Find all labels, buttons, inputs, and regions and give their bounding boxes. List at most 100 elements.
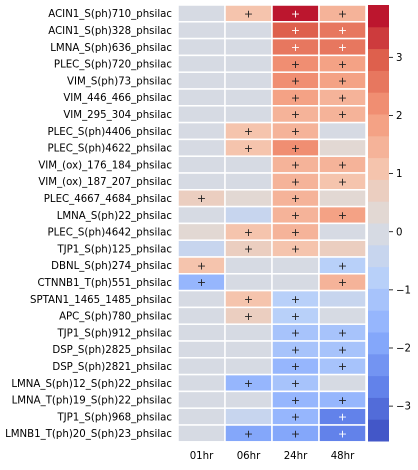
- heatmap-cell: [318, 222, 367, 241]
- colorbar-segment: [368, 397, 389, 420]
- cell-annotation: +: [291, 108, 300, 121]
- cell-annotation: +: [338, 411, 347, 424]
- y-tick-label: LMNA_S(ph)12_S(ph)22_phsilac: [11, 379, 172, 390]
- colorbar-tick-label: 1: [396, 169, 402, 180]
- cell-annotation: +: [291, 243, 300, 256]
- x-tick-label: 01hr: [190, 451, 214, 462]
- heatmap-cell: [271, 273, 320, 292]
- heatmap-cell: [177, 205, 226, 225]
- heatmap-cell: [177, 54, 226, 73]
- colorbar-segment: [368, 157, 389, 180]
- cell-annotation: +: [197, 259, 206, 272]
- cell-annotation: +: [291, 192, 300, 205]
- cell-annotation: +: [291, 7, 300, 20]
- y-tick-label: VIM_446_466_phsilac: [63, 93, 172, 104]
- y-tick-label: APC_S(ph)780_phsilac: [59, 312, 172, 323]
- colorbar-segment: [368, 26, 389, 50]
- heatmap-cell: [318, 373, 367, 393]
- cell-annotation: +: [338, 394, 347, 407]
- colorbar-segment: [368, 135, 389, 159]
- heatmap-cell: [224, 37, 273, 57]
- heatmap-cell: [177, 37, 226, 57]
- heatmap-cell: [318, 306, 367, 325]
- cell-annotation: +: [338, 58, 347, 71]
- heatmap-cell: [177, 105, 226, 124]
- y-tick-label: LMNA_S(ph)636_phsilac: [50, 43, 172, 54]
- cell-annotation: +: [291, 427, 300, 440]
- heatmap-cell: [177, 407, 226, 426]
- y-tick-label: PLEC_S(ph)4642_phsilac: [47, 228, 172, 239]
- cell-annotation: +: [338, 209, 347, 222]
- cell-annotation: +: [291, 142, 300, 155]
- y-tick-label: ACIN1_S(ph)328_phsilac: [48, 26, 172, 37]
- heatmap-cell: [177, 88, 226, 107]
- heatmap-cell: [224, 54, 273, 73]
- cell-annotation: +: [338, 175, 347, 188]
- y-tick-label: PLEC_S(ph)720_phsilac: [54, 60, 172, 71]
- x-tick-label: 06hr: [237, 451, 261, 462]
- heatmap-cell: [177, 340, 226, 359]
- y-tick-label: TJP1_S(ph)125_phsilac: [56, 244, 172, 255]
- x-tick-label: 48hr: [331, 451, 355, 462]
- colorbar-segment: [368, 266, 389, 289]
- colorbar-tick-label: −2: [396, 344, 411, 355]
- cell-annotation: +: [291, 343, 300, 356]
- heatmap-cell: [318, 189, 367, 208]
- cell-annotation: +: [338, 41, 347, 54]
- cell-annotation: +: [291, 293, 300, 306]
- heatmap-cell: [224, 155, 273, 174]
- cell-annotation: +: [338, 259, 347, 272]
- heatmap-cell: [224, 357, 273, 376]
- colorbar-segment: [368, 179, 389, 202]
- y-tick-label: LMNA_T(ph)19_S(ph)22_phsilac: [12, 396, 172, 407]
- heatmap-cell: [224, 21, 273, 40]
- cell-annotation: +: [338, 7, 347, 20]
- cell-annotation: +: [291, 209, 300, 222]
- heatmap-cell: [177, 138, 226, 157]
- cell-annotation: +: [291, 327, 300, 340]
- heatmap-cell: [224, 88, 273, 107]
- colorbar-segment: [368, 310, 389, 333]
- cell-annotation: +: [291, 75, 300, 88]
- heatmap-cells: + + + + + + + + + + + + + + + + + + + + + + + + + + + + + + + + + + + + + + + +…: [177, 4, 367, 443]
- y-tick-label: ACIN1_S(ph)710_phsilac: [48, 9, 172, 20]
- heatmap-cell: [224, 189, 273, 208]
- y-tick-label: PLEC_S(ph)4406_phsilac: [47, 127, 172, 138]
- heatmap-cell: [224, 407, 273, 426]
- heatmap-cell: [318, 121, 367, 141]
- cell-annotation: +: [338, 276, 347, 289]
- cell-annotation: +: [197, 192, 206, 205]
- heatmap-cell: [177, 155, 226, 174]
- cell-annotation: +: [244, 243, 253, 256]
- heatmap-cell: [224, 323, 273, 342]
- y-tick-label: VIM_S(ph)73_phsilac: [67, 76, 172, 87]
- heatmap-cell: [177, 289, 226, 309]
- cell-annotation: +: [338, 159, 347, 172]
- heatmap-cell: [177, 21, 226, 40]
- heatmap-cell: [177, 222, 226, 241]
- heatmap-cell: [177, 121, 226, 141]
- colorbar: −3 −2 −1 0 1 2 3: [368, 5, 411, 442]
- heatmap-cell: [177, 424, 226, 443]
- colorbar-segment: [368, 353, 389, 377]
- cell-annotation: +: [338, 91, 347, 104]
- colorbar-segment: [368, 5, 389, 28]
- colorbar-segment: [368, 201, 389, 224]
- y-tick-label: PLEC_S(ph)4622_phsilac: [47, 144, 172, 155]
- x-tick-labels: 01hr 06hr 24hr 48hr: [190, 451, 355, 462]
- heatmap-cell: [177, 239, 226, 258]
- heatmap-cell: [177, 172, 226, 191]
- cell-annotation: +: [244, 142, 253, 155]
- cell-annotation: +: [291, 24, 300, 37]
- y-tick-label: CTNNB1_T(ph)551_phsilac: [37, 278, 172, 289]
- cell-annotation: +: [291, 226, 300, 239]
- y-tick-label: PLEC_4667_4684_phsilac: [44, 194, 172, 205]
- y-tick-label: VIM_(ox)_176_184_phsilac: [38, 160, 172, 171]
- colorbar-tick-label: −3: [396, 402, 411, 413]
- cell-annotation: +: [197, 276, 206, 289]
- heatmap-cell: [177, 71, 226, 90]
- heatmap-cell: [177, 357, 226, 376]
- heatmap-cell: [224, 105, 273, 124]
- colorbar-segment: [368, 114, 389, 137]
- heatmap-cell: [224, 273, 273, 292]
